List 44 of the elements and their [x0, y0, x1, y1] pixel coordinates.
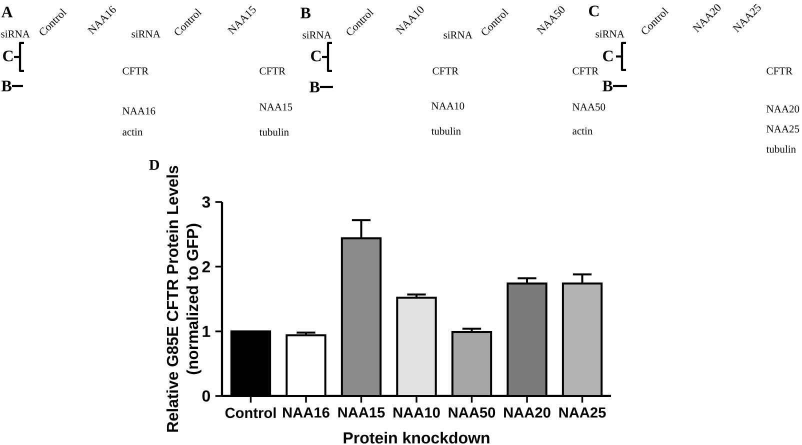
text: CFTR	[572, 67, 599, 75]
text: NAA10	[432, 102, 464, 110]
text: NAA15	[260, 103, 292, 111]
text: NAA50	[572, 103, 606, 111]
x-tick-label: NAA20	[504, 407, 550, 418]
y-tick-label: 1	[202, 326, 210, 337]
text: B	[310, 82, 320, 92]
text: CFTR	[122, 67, 149, 75]
x-tick-label: Control	[225, 407, 276, 418]
text: A	[1, 6, 13, 18]
text: C	[311, 50, 321, 62]
x-tick-label: NAA10	[394, 407, 440, 418]
text: B	[300, 8, 310, 18]
text: tubulin	[431, 127, 461, 135]
text: C	[3, 50, 13, 62]
text: NAA20	[766, 105, 800, 113]
text: B	[602, 80, 612, 92]
text: actin	[572, 127, 593, 135]
chart-title: D	[149, 160, 160, 170]
text: siRNA	[444, 31, 472, 39]
x-tick-label: NAA25	[559, 407, 606, 418]
text: siRNA	[596, 30, 624, 38]
text: siRNA	[1, 30, 30, 38]
text: C	[589, 6, 599, 16]
text: siRNA	[132, 30, 160, 38]
x-axis-title: Protein knockdown	[344, 432, 490, 444]
text: actin	[122, 128, 143, 136]
text: NAA16	[122, 107, 156, 115]
x-tick-label: NAA15	[338, 407, 385, 418]
y-tick-label: 2	[202, 261, 210, 272]
text: CFTR	[260, 67, 286, 75]
text: NAA25	[766, 125, 800, 133]
text: CFTR	[432, 67, 459, 75]
x-tick-label: NAA50	[448, 407, 496, 418]
y-tick-label: 0	[202, 390, 210, 402]
text: tubulin	[259, 128, 289, 136]
text: siRNA	[302, 31, 332, 39]
y-tick-label: 3	[202, 196, 210, 208]
text: B	[2, 80, 12, 92]
text: CFTR	[766, 67, 793, 75]
text: tubulin	[766, 145, 796, 153]
x-tick-label: NAA16	[283, 407, 330, 418]
text: C	[603, 50, 613, 62]
y-axis-title: Relative G85E CFTR Protein Levels (normalized to GFP)	[166, 166, 202, 432]
